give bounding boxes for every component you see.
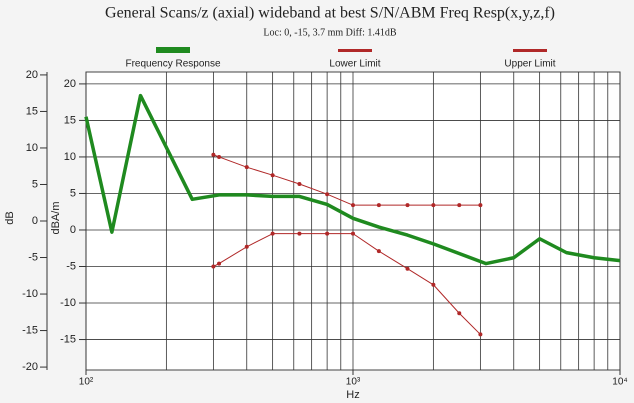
series-marker — [431, 282, 436, 287]
series-marker — [217, 154, 222, 159]
legend-swatch — [338, 49, 372, 52]
series-marker — [478, 203, 483, 208]
series-marker — [376, 249, 381, 254]
y2-tick-label: 5 — [70, 187, 76, 199]
y2-tick-label: -5 — [66, 260, 76, 272]
series-marker — [405, 203, 410, 208]
legend-label: Upper Limit — [504, 59, 555, 70]
y-tick-label: -15 — [22, 324, 38, 336]
x-tick-label: 10³ — [346, 377, 361, 388]
series-marker — [478, 332, 483, 337]
x-tick-label: 10² — [79, 377, 94, 388]
y-tick-label: 0 — [32, 215, 38, 227]
series-marker — [211, 152, 216, 157]
series-marker — [297, 231, 302, 236]
y-tick-label: 15 — [26, 105, 38, 117]
y-tick-label: 20 — [26, 69, 38, 81]
series-marker — [351, 231, 355, 236]
series-marker — [297, 181, 302, 186]
series-marker — [457, 311, 462, 316]
y-tick-label: 10 — [26, 142, 38, 154]
series-marker — [325, 192, 330, 197]
y-tick-label: -5 — [28, 251, 38, 263]
series-marker — [270, 231, 275, 236]
y-tick-label: -20 — [22, 361, 38, 373]
series-marker — [431, 203, 436, 208]
series-marker — [244, 165, 249, 170]
x-tick-label: 10⁴ — [612, 377, 627, 388]
y2-tick-label: -10 — [60, 297, 76, 309]
series-marker — [270, 173, 275, 178]
series-marker — [211, 264, 216, 269]
series-marker — [325, 231, 330, 236]
y-tick-label: -10 — [22, 288, 38, 300]
y-axis-label: dB — [4, 211, 16, 224]
legend-label: Frequency Response — [125, 59, 220, 70]
y2-tick-label: 10 — [64, 151, 76, 163]
y2-tick-label: -15 — [60, 333, 76, 345]
series-marker — [217, 261, 222, 266]
y2-tick-label: 20 — [64, 78, 76, 90]
series-marker — [457, 203, 462, 208]
series-line — [84, 93, 621, 266]
y2-tick-label: 0 — [70, 224, 76, 236]
series-marker — [351, 203, 355, 208]
series-line — [213, 233, 481, 335]
chart-title: General Scans/z (axial) wideband at best… — [105, 5, 555, 22]
y-tick-label: 5 — [32, 178, 38, 190]
legend-swatch — [513, 49, 547, 52]
y2-axis-label: dBA/m — [50, 201, 62, 234]
series-marker — [376, 203, 381, 208]
chart-subtitle: Loc: 0, -15, 3.7 mm Diff: 1.41dB — [263, 27, 396, 38]
series-marker — [244, 244, 249, 249]
series-marker — [405, 266, 410, 271]
legend-label: Lower Limit — [329, 59, 380, 70]
legend-swatch — [156, 47, 190, 53]
series-line — [213, 154, 481, 206]
x-axis-label: Hz — [346, 389, 359, 401]
y2-tick-label: 15 — [64, 114, 76, 126]
